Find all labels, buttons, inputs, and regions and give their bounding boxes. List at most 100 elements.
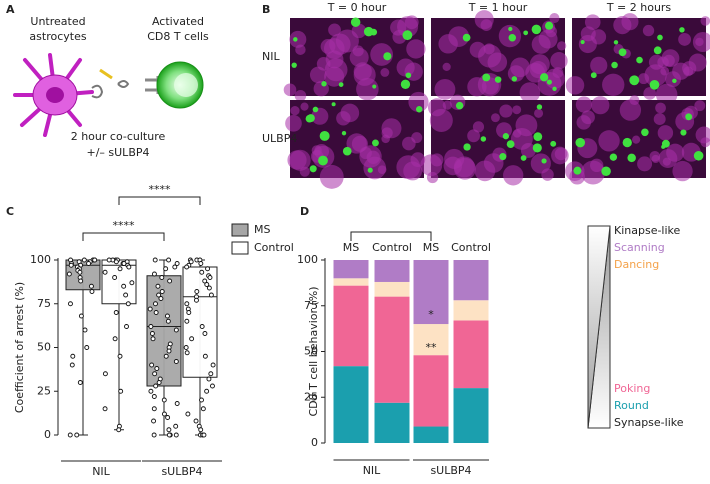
astrocyte-signal [590,29,607,45]
astrocyte-signal [491,113,500,123]
tcell-signal [609,153,618,161]
y-tick-label: 25 [37,384,51,397]
data-point [102,406,108,412]
data-point [159,275,165,280]
data-point [66,271,72,277]
data-point [86,261,92,266]
astrocyte-signal [411,132,423,144]
column-label: T = 0 hour [327,1,387,14]
astrocyte-signal [688,53,707,72]
data-point [174,401,180,406]
panel-label: B [262,3,270,16]
data-point [148,324,154,329]
data-point [129,280,135,286]
legend-label: MS [254,223,270,236]
data-point [153,301,158,307]
astrocyte-signal [294,89,307,102]
astrocyte-signal [678,32,692,46]
data-point [204,388,210,394]
astrocyte-signal [643,87,657,100]
data-point [210,383,215,389]
data-point [163,266,169,272]
data-point [167,278,173,284]
tcell-signal [319,130,330,141]
column-label: T = 2 hours [606,1,672,14]
data-point [74,432,80,438]
astrocyte-signal [672,62,690,80]
tcell-signal [550,140,557,147]
tcell-signal [685,113,693,121]
x-tick-label: MS [423,241,439,254]
bar-segment [453,300,489,321]
scale-label: Synapse-like [614,416,684,429]
y-tick-label: 75 [304,299,318,312]
x-tick-label: MS [343,241,359,254]
tcell-signal [601,166,611,177]
astrocyte-signal [642,24,655,37]
data-point [202,331,208,336]
data-point [208,371,214,377]
astrocyte-signal [692,32,710,52]
data-point [152,257,158,263]
bar-segment [453,320,489,389]
gradient-wedge [587,225,611,429]
data-point [166,257,172,263]
tcell-signal [305,114,314,123]
astrocyte-signal [289,30,307,48]
astrocyte-signal [649,151,661,162]
astrocyte-signal [351,23,367,39]
tcell-signal [679,27,685,33]
data-point [206,285,212,291]
astrocyte-signal [584,14,601,30]
data-point [156,380,162,385]
data-point [121,283,127,289]
data-point [113,310,119,315]
data-point [151,432,157,438]
astrocyte-signal [380,68,390,77]
astrocyte-signal [483,43,495,55]
tcell-signal [508,26,513,32]
bar-segment [453,388,489,443]
data-point [174,261,180,266]
data-point [188,259,194,265]
legend-swatch [231,223,249,237]
data-point [165,318,171,324]
data-point [205,266,211,272]
tcell-signal [657,34,663,41]
tcell-signal [350,17,361,27]
data-point [184,264,190,270]
astrocyte-signal [530,153,551,174]
astrocyte-signal [660,66,670,76]
astrocyte-signal [340,103,360,123]
tcell-signal [680,129,687,136]
tcell-signal [641,128,649,137]
data-point [68,262,74,268]
data-point [210,362,216,368]
astrocyte-drawing [13,53,204,137]
panel-label: C [6,205,14,218]
data-point [173,432,179,438]
data-point [172,264,178,270]
astrocyte-signal [474,160,496,182]
astrocyte-signal [396,58,415,77]
tcell-signal [629,75,640,86]
astrocyte-signal [598,130,620,152]
tcell-signal [531,24,542,35]
astrocyte-signal [565,76,585,95]
tcell-signal [480,136,487,142]
data-point [153,383,159,389]
bar-segment [413,355,449,427]
data-point [166,427,172,433]
data-point [184,318,190,324]
astrocyte-signal [700,137,710,148]
tcell-signal [463,143,471,151]
tcell-signal [405,72,412,79]
astrocyte-signal [397,16,419,38]
tcell-signal [536,104,543,110]
data-point [116,427,122,433]
tcell-signal [482,73,491,82]
data-point [70,353,76,359]
tcell-signal [455,101,464,110]
comparison-bracket [350,231,432,241]
y-axis-label: CD8 T cell behavior (%) [307,286,320,416]
